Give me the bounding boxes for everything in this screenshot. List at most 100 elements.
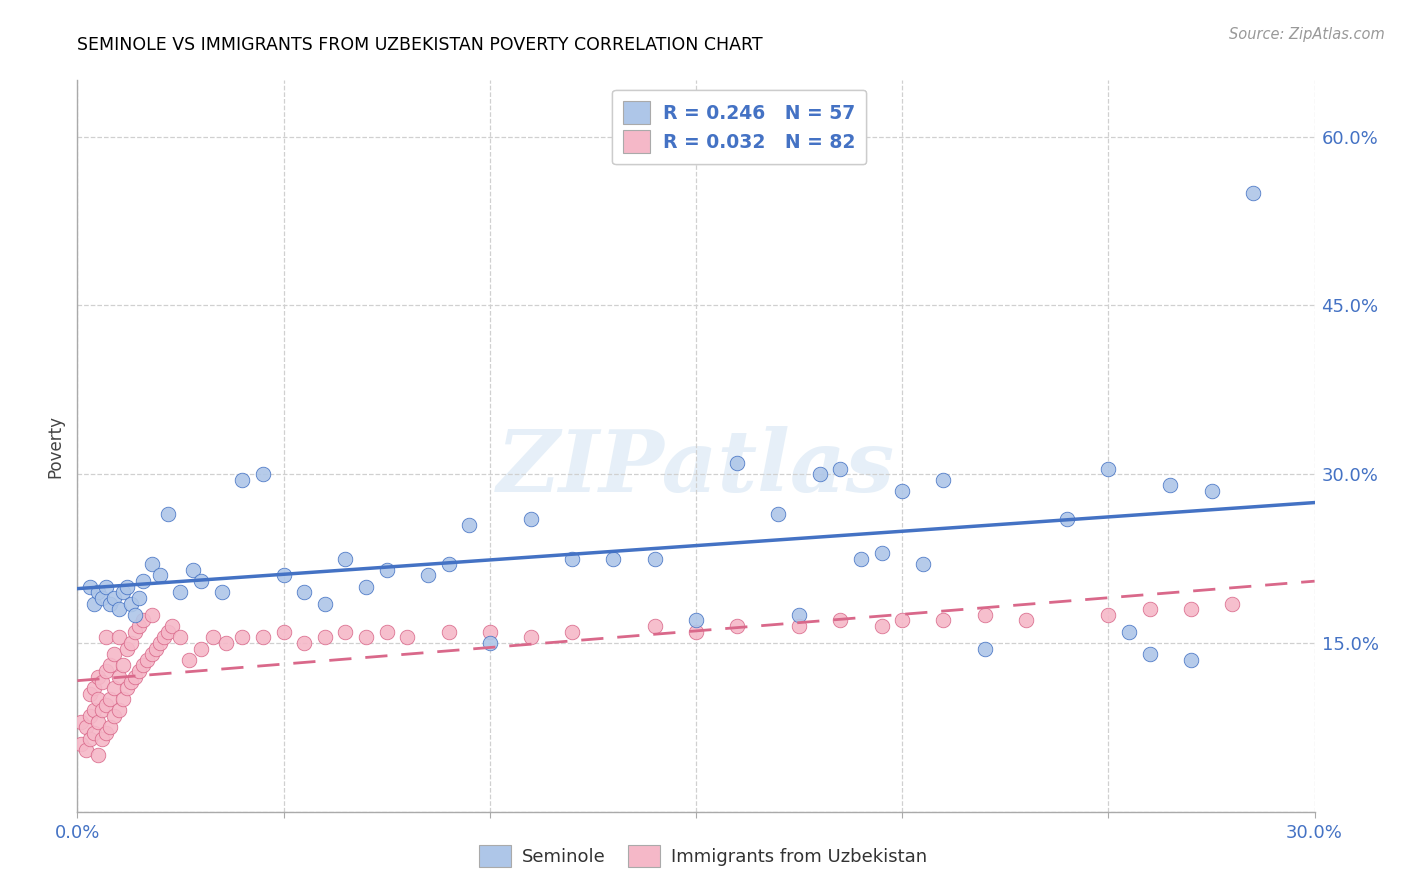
Point bbox=[561, 551, 583, 566]
Point bbox=[128, 664, 150, 678]
Point bbox=[177, 653, 200, 667]
Point bbox=[215, 636, 238, 650]
Point bbox=[520, 512, 543, 526]
Point bbox=[115, 580, 138, 594]
Point bbox=[396, 630, 419, 644]
Point bbox=[181, 563, 204, 577]
Point bbox=[79, 580, 101, 594]
Point bbox=[79, 731, 101, 746]
Point bbox=[91, 703, 114, 717]
Point bbox=[458, 517, 481, 532]
Point bbox=[87, 585, 110, 599]
Point bbox=[231, 473, 253, 487]
Point bbox=[478, 636, 501, 650]
Point bbox=[87, 670, 110, 684]
Point bbox=[1139, 647, 1161, 661]
Point bbox=[70, 737, 93, 751]
Point bbox=[787, 607, 810, 622]
Point bbox=[808, 467, 831, 482]
Point bbox=[157, 624, 180, 639]
Point bbox=[437, 624, 460, 639]
Point bbox=[1097, 461, 1119, 475]
Point bbox=[870, 619, 893, 633]
Point bbox=[120, 636, 142, 650]
Point bbox=[149, 568, 172, 582]
Point bbox=[849, 551, 872, 566]
Point bbox=[314, 630, 336, 644]
Point bbox=[1056, 512, 1078, 526]
Point bbox=[1241, 186, 1264, 200]
Legend: Seminole, Immigrants from Uzbekistan: Seminole, Immigrants from Uzbekistan bbox=[471, 838, 935, 874]
Point bbox=[103, 681, 125, 695]
Point bbox=[98, 720, 121, 734]
Point bbox=[87, 692, 110, 706]
Point bbox=[132, 658, 155, 673]
Point bbox=[83, 703, 105, 717]
Point bbox=[141, 647, 163, 661]
Point bbox=[96, 726, 118, 740]
Point bbox=[111, 658, 134, 673]
Point bbox=[107, 703, 129, 717]
Point bbox=[768, 507, 790, 521]
Point bbox=[292, 636, 315, 650]
Point bbox=[169, 585, 191, 599]
Point bbox=[124, 670, 146, 684]
Point bbox=[273, 624, 295, 639]
Point bbox=[891, 483, 914, 498]
Point bbox=[103, 591, 125, 605]
Point bbox=[1118, 624, 1140, 639]
Point bbox=[911, 557, 934, 571]
Point bbox=[1159, 478, 1181, 492]
Y-axis label: Poverty: Poverty bbox=[46, 415, 65, 477]
Point bbox=[96, 698, 118, 712]
Point bbox=[160, 619, 183, 633]
Point bbox=[973, 641, 995, 656]
Legend: R = 0.246   N = 57, R = 0.032   N = 82: R = 0.246 N = 57, R = 0.032 N = 82 bbox=[612, 90, 866, 164]
Point bbox=[103, 647, 125, 661]
Point bbox=[1220, 597, 1243, 611]
Point bbox=[107, 630, 129, 644]
Point bbox=[830, 614, 852, 628]
Point bbox=[644, 619, 666, 633]
Text: SEMINOLE VS IMMIGRANTS FROM UZBEKISTAN POVERTY CORRELATION CHART: SEMINOLE VS IMMIGRANTS FROM UZBEKISTAN P… bbox=[77, 36, 763, 54]
Point bbox=[75, 743, 97, 757]
Point bbox=[91, 731, 114, 746]
Point bbox=[107, 670, 129, 684]
Point bbox=[132, 574, 155, 588]
Point bbox=[83, 726, 105, 740]
Point bbox=[644, 551, 666, 566]
Point bbox=[870, 546, 893, 560]
Point bbox=[87, 714, 110, 729]
Point bbox=[96, 580, 118, 594]
Point bbox=[231, 630, 253, 644]
Point bbox=[354, 630, 377, 644]
Point bbox=[202, 630, 225, 644]
Point bbox=[190, 641, 212, 656]
Point bbox=[87, 748, 110, 763]
Point bbox=[211, 585, 233, 599]
Point bbox=[292, 585, 315, 599]
Point bbox=[79, 687, 101, 701]
Point bbox=[128, 591, 150, 605]
Point bbox=[973, 607, 995, 622]
Point bbox=[111, 585, 134, 599]
Point bbox=[157, 507, 180, 521]
Point bbox=[561, 624, 583, 639]
Point bbox=[375, 624, 398, 639]
Point bbox=[91, 675, 114, 690]
Point bbox=[103, 709, 125, 723]
Point bbox=[932, 614, 955, 628]
Point bbox=[96, 630, 118, 644]
Point bbox=[1139, 602, 1161, 616]
Point bbox=[520, 630, 543, 644]
Point bbox=[252, 467, 274, 482]
Point bbox=[70, 714, 93, 729]
Point bbox=[787, 619, 810, 633]
Text: ZIPatlas: ZIPatlas bbox=[496, 426, 896, 509]
Point bbox=[98, 692, 121, 706]
Point bbox=[75, 720, 97, 734]
Point bbox=[115, 681, 138, 695]
Point bbox=[478, 624, 501, 639]
Point bbox=[98, 658, 121, 673]
Point bbox=[136, 653, 159, 667]
